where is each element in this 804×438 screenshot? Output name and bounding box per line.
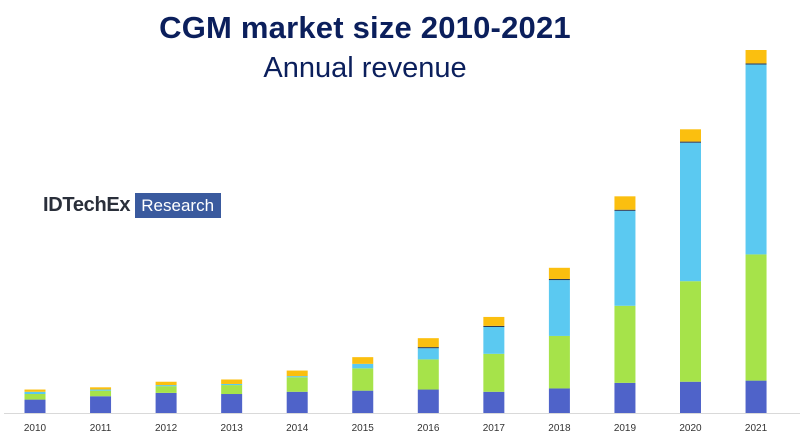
bar-segment-2019-series-5: [614, 196, 636, 210]
bar-segment-2018-series-5: [548, 267, 570, 279]
bar-segment-2021-series-1: [745, 380, 767, 413]
bar-segment-2016-series-5: [417, 338, 439, 348]
bar-segment-2014-series-1: [286, 391, 308, 413]
x-tick-label-2020: 2020: [679, 423, 702, 434]
bar-segment-2017-series-2: [483, 353, 505, 392]
bar-segment-2012-series-3: [155, 385, 177, 387]
bar-segment-2017-series-3: [483, 327, 505, 354]
bar-segment-2019-series-3: [614, 210, 636, 306]
bar-segment-2010-series-3: [24, 391, 46, 395]
bar-segment-2016-series-1: [417, 389, 439, 413]
x-tick-label-2013: 2013: [221, 423, 244, 434]
x-tick-label-2021: 2021: [745, 423, 768, 434]
bar-segment-2020-series-5: [680, 129, 701, 142]
bar-segment-2011-series-3: [90, 389, 112, 391]
bar-segment-2013-series-1: [221, 394, 243, 413]
bar-segment-2015-series-1: [352, 390, 374, 413]
logo-name: IDTechEx: [43, 194, 131, 216]
bar-segment-2021-series-3: [745, 64, 767, 255]
bar-segment-2017-series-4: [483, 325, 505, 327]
x-tick-label-2017: 2017: [483, 423, 506, 434]
bar-segment-2019-series-1: [614, 382, 636, 413]
bar-segment-2014-series-2: [286, 377, 308, 392]
bar-segment-2011-series-2: [90, 390, 112, 397]
bar-segment-2010-series-2: [24, 394, 46, 400]
x-tick-label-2018: 2018: [548, 423, 571, 434]
bar-segment-2017-series-1: [483, 391, 505, 413]
bar-segment-2012-series-5: [155, 381, 177, 386]
bar-segment-2012-series-2: [155, 386, 177, 393]
bar-segment-2018-series-3: [548, 280, 570, 336]
idtechex-logo: IDTechEx Research: [43, 193, 222, 218]
bar-segment-2010-series-5: [24, 389, 46, 392]
chart-title: CGM market size 2010-2021: [159, 10, 571, 45]
x-tick-label-2016: 2016: [417, 423, 440, 434]
bar-segment-2016-series-3: [417, 348, 439, 360]
bar-segment-2018-series-1: [548, 388, 570, 413]
bar-segment-2021-series-5: [745, 50, 767, 64]
x-tick-label-2015: 2015: [352, 423, 375, 434]
bar-segment-2020-series-4: [680, 141, 701, 143]
logo-tag: Research: [135, 193, 222, 218]
bar-segment-2011-series-5: [90, 387, 112, 390]
bar-segment-2010-series-1: [24, 399, 46, 413]
bar-segment-2018-series-2: [548, 335, 570, 389]
bar-segment-2015-series-2: [352, 368, 374, 391]
bar-segment-2015-series-3: [352, 363, 374, 369]
bar-segment-2016-series-2: [417, 359, 439, 390]
bar-segment-2015-series-5: [352, 357, 374, 364]
bar-segment-2014-series-3: [286, 376, 308, 378]
bar-segment-2011-series-1: [90, 396, 112, 413]
bar-segment-2021-series-4: [745, 63, 767, 65]
bar-segment-2013-series-2: [221, 385, 243, 395]
x-tick-label-2011: 2011: [90, 423, 112, 434]
bar-segment-2012-series-1: [155, 392, 177, 413]
bar-segment-2020-series-1: [680, 381, 701, 413]
x-tick-label-2014: 2014: [286, 423, 309, 434]
bar-segment-2020-series-2: [680, 281, 701, 382]
bar-segment-2021-series-2: [745, 254, 767, 381]
bar-segment-2019-series-2: [614, 305, 636, 383]
bar-segment-2018-series-4: [548, 278, 570, 281]
chart-subtitle: Annual revenue: [263, 52, 467, 84]
bar-segment-2016-series-4: [417, 347, 439, 349]
bar-segment-2014-series-5: [286, 370, 308, 377]
bar-segment-2017-series-5: [483, 316, 505, 326]
bar-segment-2013-series-3: [221, 383, 243, 386]
x-tick-label-2012: 2012: [155, 423, 178, 434]
bar-segment-2019-series-4: [614, 209, 636, 211]
x-tick-label-2010: 2010: [24, 423, 47, 434]
bar-segment-2013-series-5: [221, 379, 243, 384]
bar-segment-2020-series-3: [680, 142, 701, 282]
x-tick-label-2019: 2019: [614, 423, 637, 434]
